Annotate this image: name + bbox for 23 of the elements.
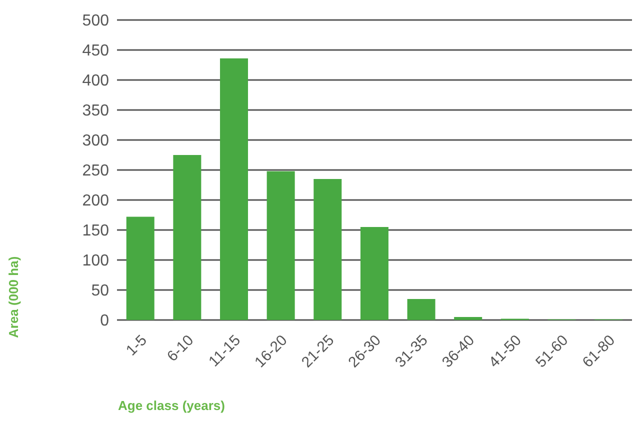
bar [266,171,295,320]
bar [220,58,248,320]
y-tick-label: 200 [82,192,110,210]
y-tick-label: 500 [82,12,110,30]
y-tick-label: 0 [100,312,110,330]
y-axis-title: Area (000 ha) [6,256,21,338]
y-tick-label: 350 [82,102,110,120]
bar [360,227,388,320]
bar [126,216,154,320]
x-tick-label: 1-5 [122,332,150,360]
y-tick-label: 250 [82,162,110,180]
bar [314,179,342,320]
y-tick-label: 100 [82,252,110,270]
y-tick-label: 50 [91,282,110,300]
bar [407,299,436,320]
y-tick-label: 150 [82,222,110,240]
bar [173,155,202,320]
x-tick-label: 6-10 [164,332,198,366]
x-axis-title: Age class (years) [118,398,225,413]
y-tick-label: 300 [82,132,110,150]
bar [454,317,482,320]
y-tick-label: 450 [82,42,110,60]
y-tick-label: 400 [82,72,110,90]
